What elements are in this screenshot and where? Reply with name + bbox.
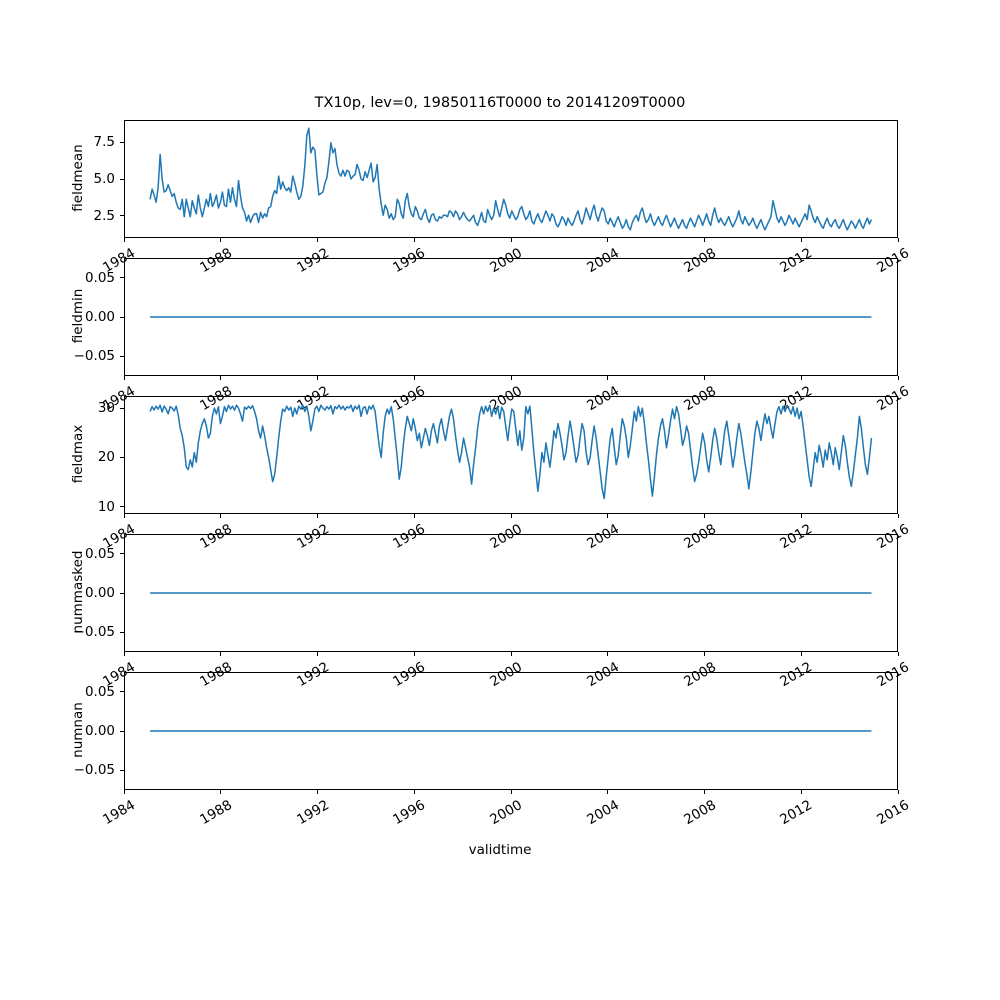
y-tick-label-fieldmin: 0.00 [84, 309, 115, 325]
x-tick-mark [607, 376, 609, 380]
x-tick-mark [897, 790, 899, 794]
y-tick-label-nummasked: 0.00 [84, 585, 115, 601]
x-tick-mark [704, 790, 706, 794]
x-tick-mark [704, 514, 706, 518]
y-tick-label-nummasked: −0.05 [73, 624, 115, 641]
plot-panel-fieldmin [124, 258, 898, 376]
y-tick-label-fieldmin: 0.05 [84, 269, 115, 286]
series-fieldmean [125, 121, 897, 237]
y-tick-label-numnan: −0.05 [73, 762, 115, 779]
x-tick-mark [510, 238, 512, 242]
y-tick-label-fieldmean: 7.5 [93, 134, 115, 151]
x-tick-mark [220, 514, 222, 518]
y-tick-mark [120, 141, 124, 143]
y-tick-label-fieldmean: 2.5 [93, 207, 115, 224]
x-tick-mark [220, 652, 222, 656]
plot-panel-fieldmax [124, 396, 898, 514]
x-tick-mark [413, 790, 415, 794]
y-tick-label-fieldmax: 20 [97, 449, 115, 466]
series-fieldmin [125, 259, 897, 375]
x-tick-mark [123, 652, 125, 656]
x-tick-mark [897, 514, 899, 518]
x-tick-mark [800, 790, 802, 794]
y-tick-label-fieldmean: 5.0 [93, 171, 115, 187]
y-tick-label-nummasked: 0.05 [84, 545, 115, 562]
x-tick-mark [413, 238, 415, 242]
x-tick-mark [413, 514, 415, 518]
x-tick-mark [510, 652, 512, 656]
series-nummasked [125, 535, 897, 651]
y-tick-label-numnan: 0.00 [84, 723, 115, 739]
x-tick-mark [123, 376, 125, 380]
x-tick-mark [704, 652, 706, 656]
x-tick-mark [317, 376, 319, 380]
x-axis-label: validtime [468, 842, 532, 858]
figure-title: TX10p, lev=0, 19850116T0000 to 20141209T… [314, 95, 686, 111]
y-tick-label-numnan: 0.05 [84, 683, 115, 700]
x-tick-mark [897, 376, 899, 380]
y-tick-label-fieldmin: −0.05 [73, 348, 115, 365]
y-tick-mark [120, 592, 124, 594]
x-tick-mark [704, 238, 706, 242]
y-tick-label-fieldmax: 10 [97, 498, 115, 515]
y-tick-mark [120, 277, 124, 279]
y-tick-mark [120, 456, 124, 459]
x-tick-mark [704, 376, 706, 380]
x-tick-mark [123, 514, 125, 518]
x-tick-mark [800, 514, 802, 518]
plot-panel-fieldmean [124, 120, 898, 238]
y-tick-mark [120, 730, 124, 732]
x-tick-mark [220, 790, 222, 794]
x-tick-mark [123, 238, 125, 242]
y-tick-label-fieldmax: 30 [97, 400, 115, 417]
x-tick-mark [607, 238, 609, 242]
y-tick-mark [120, 691, 124, 693]
x-tick-mark [607, 652, 609, 656]
x-tick-mark [510, 514, 512, 518]
x-tick-mark [800, 376, 802, 380]
y-tick-mark [120, 215, 124, 217]
x-tick-mark [607, 790, 609, 794]
x-tick-mark [800, 238, 802, 242]
series-numnan [125, 673, 897, 789]
x-tick-mark [123, 790, 125, 794]
x-tick-mark [317, 652, 319, 656]
y-tick-mark [120, 506, 124, 508]
x-tick-mark [510, 376, 512, 380]
x-tick-mark [897, 238, 899, 242]
plot-panel-nummasked [124, 534, 898, 652]
x-tick-mark [220, 376, 222, 380]
x-tick-mark [220, 238, 222, 242]
y-tick-mark [120, 355, 124, 357]
y-tick-mark [120, 631, 124, 633]
x-tick-mark [800, 652, 802, 656]
x-tick-mark [317, 238, 319, 242]
y-tick-mark [120, 553, 124, 555]
y-axis-label-numnan: numnan [70, 702, 86, 758]
series-fieldmax [125, 397, 897, 513]
y-tick-mark [120, 316, 124, 318]
x-tick-mark [510, 790, 512, 794]
x-tick-mark [413, 652, 415, 656]
x-tick-mark [413, 376, 415, 380]
x-tick-mark [317, 514, 319, 518]
y-tick-mark [120, 407, 124, 409]
plot-panel-numnan [124, 672, 898, 790]
y-tick-mark [120, 178, 124, 180]
y-tick-mark [120, 769, 124, 771]
x-tick-mark [317, 790, 319, 794]
x-tick-mark [607, 514, 609, 518]
x-tick-mark [897, 652, 899, 656]
